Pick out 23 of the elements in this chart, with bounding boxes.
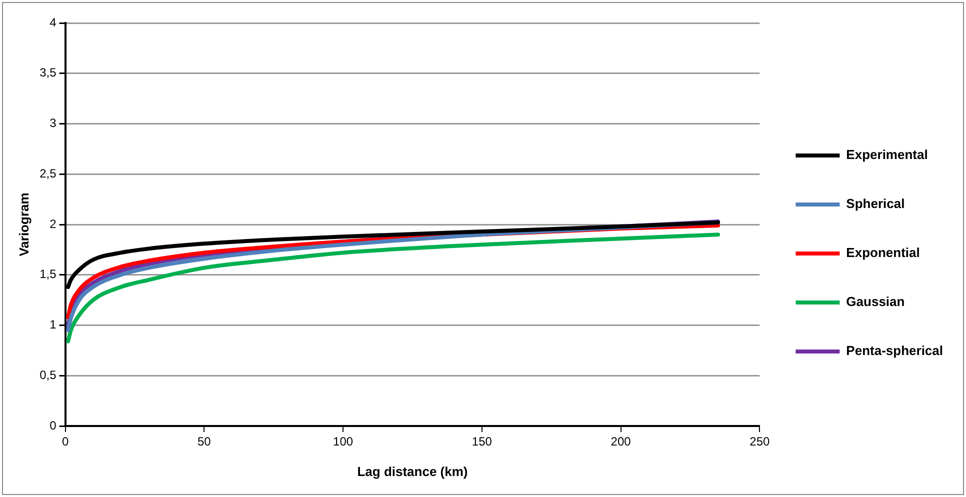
- legend-label: Penta-spherical: [846, 343, 944, 358]
- y-tick-label: 4: [50, 15, 57, 30]
- legend-label: Exponential: [846, 245, 920, 260]
- x-tick-label: 200: [610, 434, 632, 449]
- y-axis-title: Variogram: [16, 192, 32, 256]
- legend-label: Gaussian: [846, 294, 905, 310]
- y-tick-label: 0: [50, 418, 57, 432]
- legend-label: Experimental: [846, 147, 928, 162]
- x-tick-label: 150: [472, 434, 492, 449]
- x-tick-label: 0: [62, 434, 69, 449]
- y-tick-label: 1,5: [40, 267, 57, 282]
- x-tick-label: 250: [750, 434, 770, 449]
- x-tick-label: 100: [333, 434, 354, 449]
- x-tick-label: 50: [197, 434, 212, 449]
- y-tick-label: 3: [50, 116, 57, 130]
- y-tick-label: 3,5: [40, 66, 57, 80]
- y-tick-label: 2: [50, 216, 57, 231]
- y-tick-label: 2,5: [40, 166, 57, 180]
- x-axis-title: Lag distance (km): [357, 464, 468, 479]
- legend-label: Spherical: [846, 196, 905, 212]
- line-series: [66, 232, 720, 344]
- y-tick-label: 1: [50, 318, 57, 332]
- y-tick-label: 0,5: [40, 368, 57, 382]
